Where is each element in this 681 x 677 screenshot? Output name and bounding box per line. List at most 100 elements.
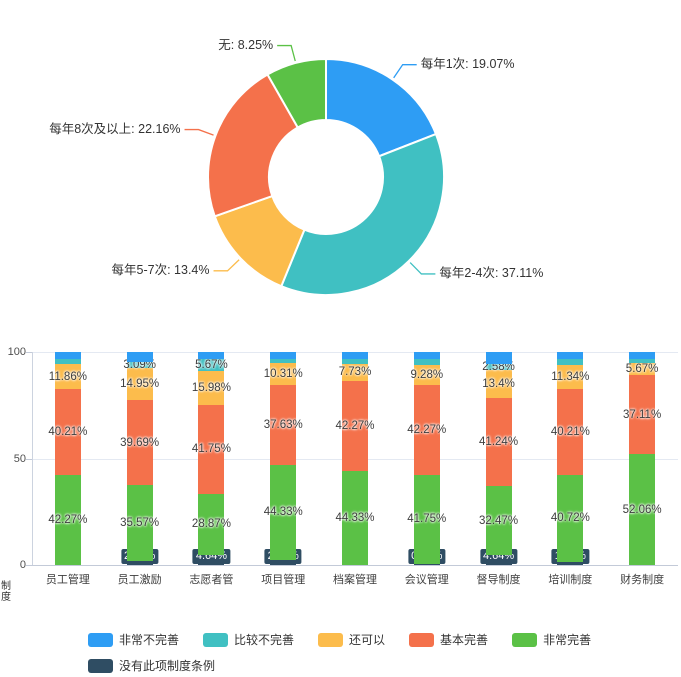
bar-segment-green[interactable]	[342, 470, 368, 565]
bar-segment-teal[interactable]	[342, 358, 368, 365]
donut-chart: 每年1次: 19.07% 每年2-4次: 37.11% 每年5-7次: 13.4% 每…	[49, 38, 543, 296]
bar-segment-blue[interactable]	[342, 352, 368, 359]
legend-marker-blue	[88, 632, 113, 647]
pie-label-1: 每年2-4次: 37.11%	[439, 265, 543, 280]
legend-item-dark[interactable]: 没有此项制度条例	[88, 657, 215, 674]
bar-segment-yellow[interactable]	[557, 365, 584, 390]
bar-segment-yellow[interactable]	[342, 364, 368, 381]
bar-segment-blue[interactable]	[485, 352, 512, 365]
legend-item-blue[interactable]: 非常不完善	[88, 631, 179, 648]
legend-label: 非常完善	[543, 633, 592, 647]
bar-segment-yellow[interactable]	[270, 362, 297, 385]
x-category-label-7: 培训制度	[548, 574, 593, 586]
bar-segment-blue[interactable]	[54, 352, 81, 359]
bar-segment-blue[interactable]	[198, 352, 225, 359]
legend-item-green[interactable]: 非常完善	[512, 631, 591, 648]
bar-segment-label: 11.34%	[551, 371, 590, 384]
bar-column-1[interactable]: 2.06%35.57%39.69%14.95%3.09%	[120, 352, 159, 565]
bar-segment-orange[interactable]	[629, 375, 656, 455]
bar-segment-orange[interactable]	[270, 384, 297, 466]
bar-segment-green[interactable]	[54, 474, 81, 565]
legend-marker-orange	[409, 632, 435, 647]
bar-segment-blue[interactable]	[413, 352, 440, 359]
pie-label-line-1	[409, 262, 436, 275]
bar-segment-orange[interactable]	[198, 404, 225, 494]
bar-segment-orange[interactable]	[485, 398, 512, 486]
bar-column-4[interactable]: 44.33% 42.27% 7.73%	[335, 352, 375, 565]
bar-segment-label: 37.63%	[263, 419, 303, 432]
bar-segment-teal[interactable]	[198, 358, 225, 371]
legend-row-0: 非常不完善 比较不完善 还可以 基本完善 非常完善	[88, 631, 591, 648]
stacked-bar-chart: 制度 05010042.27%40.21%11.86%员工管理2.06%35.5…	[0, 340, 681, 630]
bar-segment-teal[interactable]	[413, 358, 440, 366]
bar-column-8[interactable]: 52.06% 37.11% 5.67%	[623, 352, 662, 565]
bar-segment-blue[interactable]	[126, 352, 153, 362]
bar-column-3[interactable]: 2.58%44.33%37.63%10.31%	[264, 352, 303, 565]
legend-row-1: 没有此项制度条例	[88, 657, 591, 674]
bar-segment-green[interactable]	[413, 474, 440, 564]
legend: 非常不完善 比较不完善 还可以 基本完善 非常完善没有此项制度条例	[88, 631, 591, 674]
legend-marker-teal	[203, 632, 229, 647]
bar-segment-yellow[interactable]	[413, 365, 440, 385]
bar-column-5[interactable]: 0.52%41.75%42.27%9.28%	[407, 352, 446, 565]
bar-segment-label: 13.4%	[482, 377, 515, 390]
y-tick-100	[26, 352, 32, 353]
bar-segment-label: 44.33%	[263, 506, 303, 519]
bar-segment-teal[interactable]	[485, 364, 512, 370]
bar-segment-label: 39.69%	[120, 436, 160, 449]
bar-segment-orange[interactable]	[126, 400, 153, 485]
pie-slice-3[interactable]	[207, 73, 300, 218]
bar-segment-orange[interactable]	[342, 380, 368, 471]
legend-label: 比较不完善	[234, 633, 295, 647]
bar-segment-orange[interactable]	[557, 389, 584, 475]
bar-segment-label: 42.27%	[407, 423, 447, 436]
bar-segment-teal[interactable]	[270, 358, 297, 363]
y-tick-label-50: 50	[13, 452, 26, 465]
bar-segment-label: 40.21%	[550, 426, 590, 439]
bar-segment-green[interactable]	[629, 454, 656, 565]
bar-segment-teal[interactable]	[54, 358, 81, 365]
bar-segment-label: 7.73%	[338, 366, 372, 379]
bar-segment-label: 11.86%	[48, 370, 87, 383]
bar-segment-blue[interactable]	[629, 352, 656, 359]
bar-column-6[interactable]: 4.64% 32.47% 41.24% 13.4% 2.58%	[479, 352, 518, 565]
bar-segment-green[interactable]	[126, 484, 153, 561]
legend-label: 没有此项制度条例	[119, 659, 216, 673]
bar-segment-green[interactable]	[485, 485, 512, 556]
bar-segment-yellow[interactable]	[198, 370, 225, 405]
legend-item-teal[interactable]: 比较不完善	[203, 631, 294, 648]
bar-column-0[interactable]: 42.27% 40.21% 11.86%	[48, 352, 87, 565]
bar-segment-yellow[interactable]	[629, 363, 656, 376]
bar-segment-blue[interactable]	[270, 352, 297, 359]
y-tick-0	[26, 565, 32, 566]
bar-segment-yellow[interactable]	[485, 369, 512, 399]
legend-marker-dark	[88, 658, 113, 673]
bar-segment-teal[interactable]	[126, 361, 153, 369]
bar-segment-teal[interactable]	[629, 358, 656, 363]
bar-segment-label: 3.09%	[123, 359, 156, 372]
bar-segment-orange[interactable]	[54, 389, 81, 475]
bar-segment-green[interactable]	[557, 474, 584, 562]
bar-segment-green[interactable]	[270, 465, 297, 560]
legend-item-yellow[interactable]: 还可以	[318, 631, 385, 648]
bar-segment-teal[interactable]	[557, 358, 584, 366]
pie-slice-4[interactable]	[266, 57, 327, 129]
bar-segment-label: 9.28%	[410, 369, 444, 382]
bar-column-7[interactable]: 1.55%40.72%40.21%11.34%	[551, 352, 590, 565]
legend-item-orange[interactable]: 基本完善	[409, 631, 488, 648]
bar-segment-label: 37.11%	[623, 408, 662, 421]
bar-segment-blue[interactable]	[557, 352, 584, 359]
pie-label-2: 每年5-7次: 13.4%	[112, 262, 210, 277]
bar-column-2[interactable]: 4.64% 28.87% 41.75% 15.98% 5.67%	[192, 352, 231, 565]
bar-segment-yellow[interactable]	[54, 364, 81, 390]
bar-segment-green[interactable]	[198, 493, 225, 556]
legend-label: 还可以	[349, 633, 386, 647]
pie-slice-1[interactable]	[279, 132, 445, 296]
bar-segment-label: 40.72%	[550, 512, 590, 525]
bar-segment-orange[interactable]	[413, 384, 440, 475]
pie-slice-0[interactable]	[325, 57, 438, 158]
bar-segment-yellow[interactable]	[126, 368, 153, 401]
x-category-label-8: 财务制度	[620, 574, 665, 586]
bar-segment-label: 28.87%	[191, 518, 231, 531]
bar-segment-dark[interactable]	[413, 563, 440, 565]
